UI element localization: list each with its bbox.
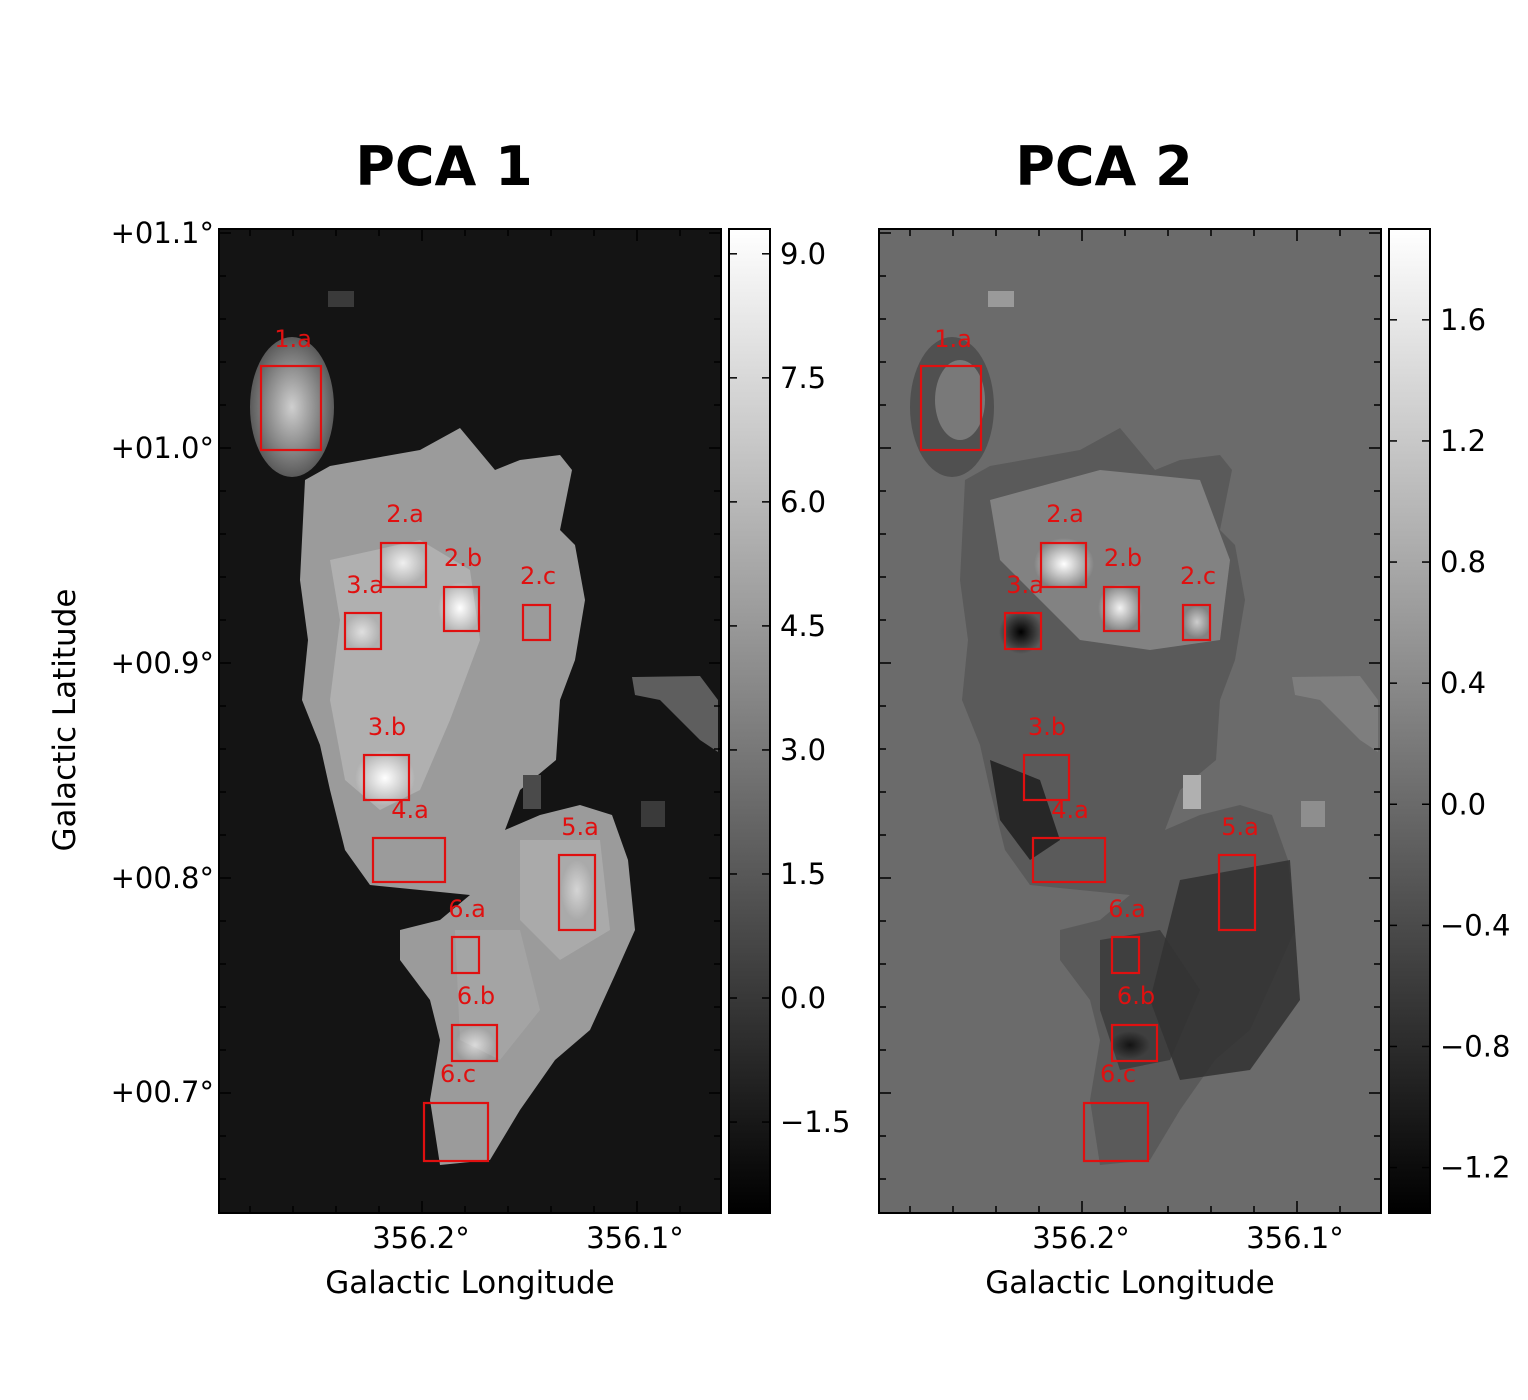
pca2-panel: PCA 2 356.2° 356.1° Galactic Longitude — [878, 135, 1510, 1301]
region-box — [1110, 935, 1141, 975]
pca2-colorbar — [1388, 228, 1431, 1214]
region-box — [919, 364, 983, 452]
pca1-y-ticks — [219, 232, 721, 1180]
region-label: 2.a — [386, 500, 424, 528]
pca1-ytick-label: +00.7° — [111, 1075, 214, 1109]
region-box — [557, 853, 597, 932]
pca2-colorbar-ticks: 1.6 1.2 0.8 0.4 0.0 −0.4 −0.8 −1.2 — [1389, 303, 1510, 1185]
region-label: 1.a — [934, 325, 972, 353]
region-box — [343, 611, 383, 651]
pca1-frame — [218, 228, 722, 1214]
pca1-regions: 1.a 2.a 2.b 2.c 3.a 3.b 4.a 5.a 6.a 6.b 6.c — [259, 325, 599, 1163]
region-label: 3.b — [1028, 713, 1066, 741]
region-box — [1102, 585, 1141, 633]
region-box — [422, 1101, 490, 1163]
pca1-title: PCA 1 — [355, 135, 532, 198]
region-box — [259, 364, 323, 452]
region-label: 3.a — [1006, 571, 1044, 599]
pca1-xtick-label: 356.2° — [372, 1221, 470, 1255]
region-label: 2.c — [520, 562, 556, 590]
region-box — [379, 541, 428, 589]
colorbar-tick-label: −1.5 — [780, 1105, 850, 1139]
pca2-frame — [878, 228, 1382, 1214]
pca1-y-axis-label: Galactic Latitude — [47, 589, 83, 852]
region-label: 4.a — [391, 796, 429, 824]
region-label: 2.b — [1104, 544, 1142, 572]
pca2-x-axis-label: Galactic Longitude — [985, 1265, 1275, 1301]
region-label: 6.a — [1108, 895, 1146, 923]
region-label: 2.b — [444, 544, 482, 572]
pca1-x-ticks — [249, 229, 681, 1213]
pca2-regions: 1.a 2.a 2.b 2.c 3.a 3.b 4.a 5.a 6.a 6.b 6.c — [919, 325, 1259, 1163]
pca1-x-axis-label: Galactic Longitude — [325, 1265, 615, 1301]
pca2-x-ticks — [909, 229, 1341, 1213]
pca2-xtick-label: 356.2° — [1032, 1221, 1130, 1255]
pca1-ytick-label: +01.1° — [111, 216, 214, 250]
colorbar-tick-label: −0.4 — [1440, 908, 1510, 942]
region-box — [371, 836, 447, 884]
region-label: 1.a — [274, 325, 312, 353]
region-label: 2.c — [1180, 562, 1216, 590]
pca1-ytick-label: +01.0° — [111, 431, 214, 465]
colorbar-tick-label: 0.0 — [1440, 787, 1486, 821]
region-box — [1217, 853, 1257, 932]
colorbar-tick-label: 6.0 — [780, 485, 826, 519]
region-label: 6.b — [1117, 982, 1155, 1010]
region-label: 4.a — [1051, 796, 1089, 824]
pca2-image — [879, 229, 1381, 1213]
region-label: 6.c — [1100, 1060, 1136, 1088]
region-box — [1039, 541, 1088, 589]
pca2-title: PCA 2 — [1015, 135, 1192, 198]
region-label: 2.a — [1046, 500, 1084, 528]
region-box — [1181, 603, 1212, 642]
region-label: 6.c — [440, 1060, 476, 1088]
region-box — [521, 603, 552, 642]
pca1-image — [219, 229, 721, 1213]
region-box — [1082, 1101, 1150, 1163]
colorbar-tick-label: −0.8 — [1440, 1029, 1510, 1063]
region-label: 3.b — [368, 713, 406, 741]
region-label: 5.a — [561, 813, 599, 841]
region-box — [362, 753, 411, 802]
pca2-xtick-label: 356.1° — [1246, 1221, 1344, 1255]
region-box — [450, 935, 481, 975]
colorbar-tick-label: 3.0 — [780, 733, 826, 767]
region-box — [1022, 753, 1071, 802]
region-box — [1031, 836, 1107, 884]
pca1-colorbar-ticks: 9.0 7.5 6.0 4.5 3.0 1.5 0.0 −1.5 — [729, 237, 850, 1139]
region-label: 6.b — [457, 982, 495, 1010]
pca1-xtick-label: 356.1° — [586, 1221, 684, 1255]
pca1-ytick-label: +00.8° — [111, 861, 214, 895]
colorbar-tick-label: 7.5 — [780, 361, 826, 395]
region-label: 5.a — [1221, 813, 1259, 841]
colorbar-tick-label: 0.8 — [1440, 545, 1486, 579]
colorbar-tick-label: −1.2 — [1440, 1151, 1510, 1185]
pca1-panel: PCA 1 356.2° 356.1° +01.1° +01.0° +00.9 — [47, 135, 850, 1301]
pca1-colorbar — [728, 228, 771, 1214]
colorbar-tick-label: 9.0 — [780, 237, 826, 271]
region-label: 6.a — [448, 895, 486, 923]
region-box — [442, 585, 481, 633]
colorbar-tick-label: 1.6 — [1440, 303, 1486, 337]
colorbar-tick-label: 0.4 — [1440, 666, 1486, 700]
region-box — [1003, 611, 1043, 651]
region-box — [450, 1023, 499, 1063]
pca2-y-ticks — [879, 232, 1381, 1180]
colorbar-tick-label: 0.0 — [780, 981, 826, 1015]
colorbar-tick-label: 1.5 — [780, 857, 826, 891]
region-label: 3.a — [346, 571, 384, 599]
region-box — [1110, 1023, 1159, 1063]
colorbar-tick-label: 1.2 — [1440, 424, 1486, 458]
colorbar-tick-label: 4.5 — [780, 609, 826, 643]
pca1-ytick-label: +00.9° — [111, 646, 214, 680]
